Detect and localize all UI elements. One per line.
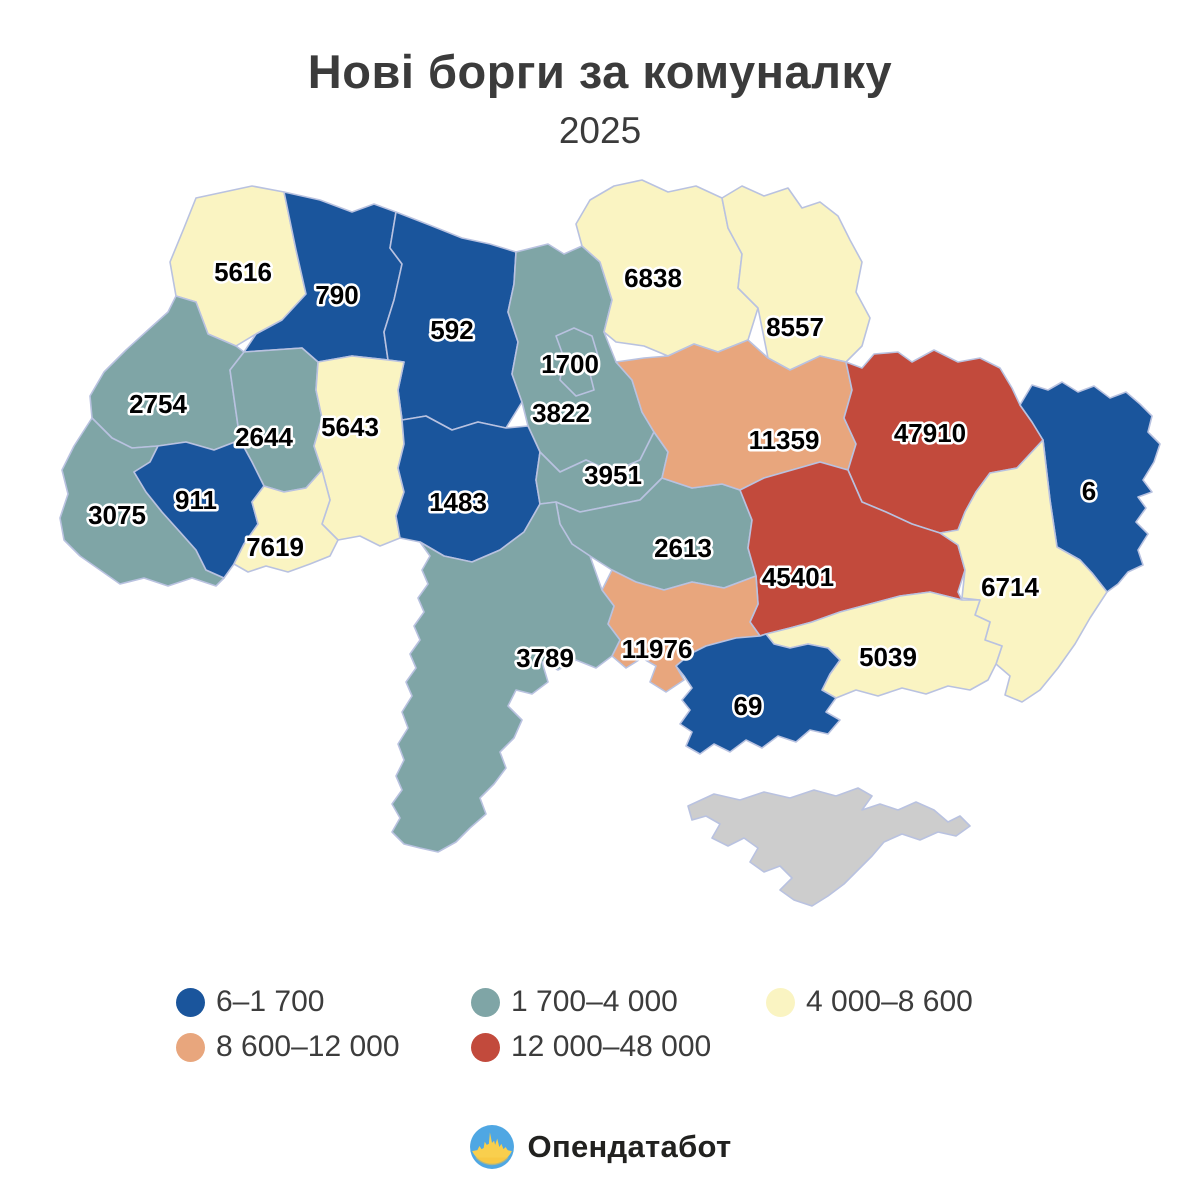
region-value-label-donetsk: 6714 <box>981 572 1039 602</box>
brand-footer: Опендатабот <box>0 1124 1200 1170</box>
region-donetsk <box>939 439 1108 703</box>
region-value-label-kyiv-city: 1700 <box>541 349 599 379</box>
region-khmelnytskyi <box>313 355 405 547</box>
region-crimea <box>687 787 971 907</box>
legend-label: 12 000–48 000 <box>511 1030 712 1063</box>
region-odesa <box>391 501 621 853</box>
region-value-label-kherson: 69 <box>734 691 763 721</box>
region-value-label-volyn: 5616 <box>214 257 272 287</box>
region-value-label-zaporizhzhia: 5039 <box>859 642 917 672</box>
legend-item-3: 8 600–12 000 <box>176 1030 471 1063</box>
legend-label: 1 700–4 000 <box>511 985 678 1018</box>
page-subtitle: 2025 <box>558 110 642 151</box>
region-value-label-zhytomyr: 592 <box>430 315 473 345</box>
region-kyiv-city <box>555 327 599 397</box>
region-value-label-chernihiv: 6838 <box>624 263 682 293</box>
region-value-label-khmelnytskyi: 5643 <box>321 412 379 442</box>
region-value-label-kyiv-oblast: 3822 <box>532 398 590 428</box>
region-value-label-dnipro: 45401 <box>762 562 834 592</box>
region-value-label-ivano-frankivsk: 911 <box>175 485 217 515</box>
region-value-label-kharkiv: 47910 <box>894 418 966 448</box>
region-value-label-lviv: 2754 <box>129 389 187 419</box>
region-sumy <box>721 185 871 371</box>
region-value-label-rivne: 790 <box>315 280 358 310</box>
legend-swatch-icon <box>176 1032 205 1062</box>
region-value-label-kirovohrad: 2613 <box>654 533 712 563</box>
brand-name: Опендатабот <box>527 1129 732 1164</box>
legend: 6–1 700 1 700–4 000 4 000–8 600 8 600–12 00… <box>176 985 1136 1063</box>
legend-label: 8 600–12 000 <box>216 1030 400 1063</box>
region-value-label-ternopil: 2644 <box>235 422 293 452</box>
legend-item-2: 4 000–8 600 <box>766 985 1096 1018</box>
region-value-label-luhansk: 6 <box>1082 476 1096 506</box>
legend-item-0: 6–1 700 <box>176 985 471 1018</box>
region-value-label-sumy: 8557 <box>766 312 824 342</box>
opendatabot-logo-icon <box>469 1125 514 1169</box>
legend-item-4: 12 000–48 000 <box>471 1030 766 1063</box>
region-value-label-mykolaiv: 11976 <box>622 634 693 664</box>
region-chernivtsi <box>233 469 339 573</box>
region-value-label-chernivtsi: 7619 <box>246 532 304 562</box>
region-value-label-odesa: 3789 <box>516 643 574 673</box>
legend-swatch-icon <box>766 987 795 1017</box>
legend-swatch-icon <box>471 1032 500 1062</box>
region-value-label-cherkasy: 3951 <box>584 460 642 490</box>
region-value-label-poltava: 11359 <box>749 425 820 455</box>
legend-label: 4 000–8 600 <box>806 985 973 1018</box>
legend-item-1: 1 700–4 000 <box>471 985 766 1018</box>
region-value-label-zakarpattia: 3075 <box>88 500 146 530</box>
region-kherson <box>675 633 841 755</box>
region-value-label-vinnytsia: 1483 <box>429 487 487 517</box>
legend-swatch-icon <box>471 987 500 1017</box>
legend-swatch-icon <box>176 987 205 1017</box>
legend-label: 6–1 700 <box>216 985 325 1018</box>
page-title: Нові борги за комуналку <box>307 45 893 98</box>
